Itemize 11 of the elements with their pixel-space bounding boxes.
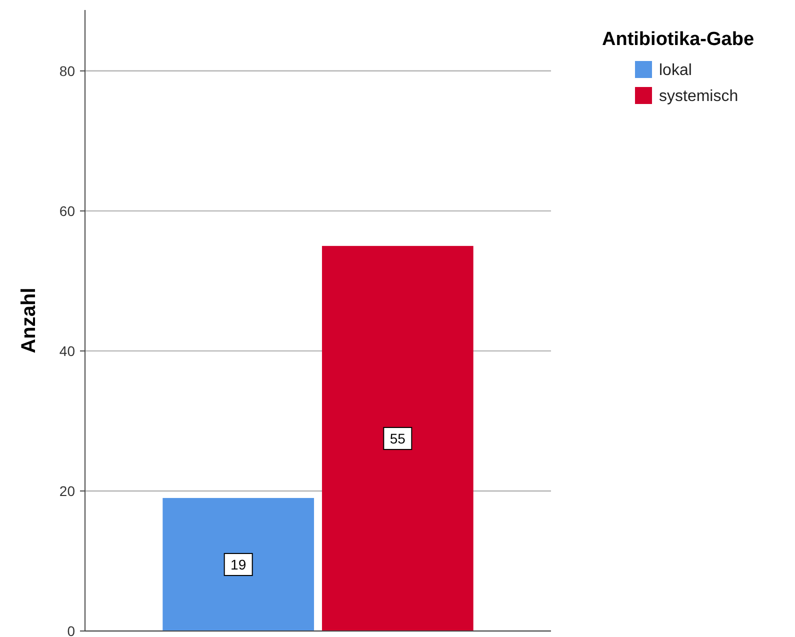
data-label: 55	[390, 430, 406, 446]
data-label: 19	[230, 556, 246, 572]
legend-label: lokal	[659, 62, 692, 79]
y-tick-label: 60	[59, 202, 76, 219]
legend-label: systemisch	[659, 88, 738, 105]
legend-title: Antibiotika-Gabe	[602, 29, 754, 50]
y-axis-title: Anzahl	[18, 288, 40, 354]
y-tick-label: 80	[59, 62, 76, 79]
y-tick-label: 40	[59, 342, 76, 359]
y-tick-label: 0	[67, 623, 76, 637]
y-tick-label: 20	[59, 482, 76, 499]
